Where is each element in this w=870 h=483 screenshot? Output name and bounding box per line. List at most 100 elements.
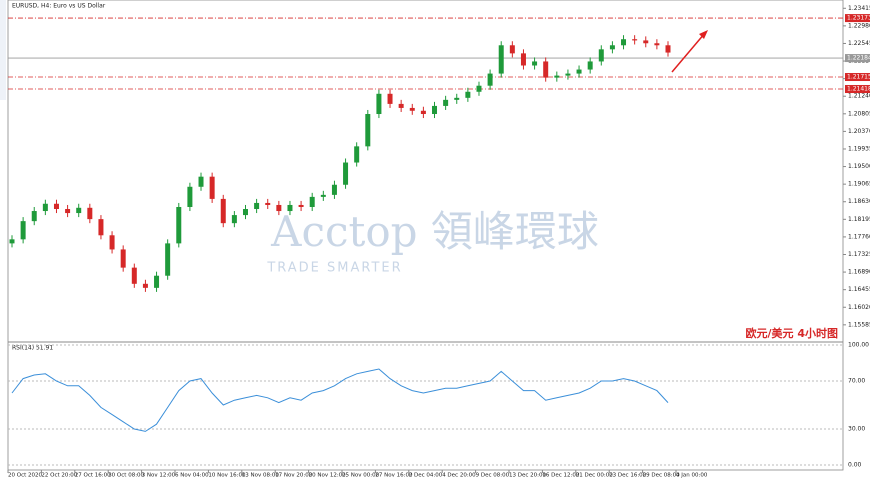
- x-tick-label: 29 Dec 08:00: [643, 473, 680, 479]
- candle-body: [287, 204, 293, 212]
- candle-body: [42, 203, 48, 212]
- candle-body: [443, 99, 449, 106]
- candle-body: [142, 283, 148, 288]
- candle-body: [120, 249, 126, 268]
- y-tick-label: 1.20370: [848, 128, 870, 135]
- candle-body: [131, 267, 137, 284]
- candle-body: [598, 49, 604, 62]
- candle-body: [665, 45, 671, 53]
- candle-body: [632, 39, 638, 41]
- candle-body: [231, 215, 237, 224]
- x-tick-label: 16 Dec 12:00: [542, 473, 579, 479]
- x-tick-label: 20 Nov 12:00: [309, 473, 347, 479]
- candle-body: [609, 45, 615, 50]
- candle-body: [643, 40, 649, 44]
- candle-body: [98, 219, 104, 236]
- candle-body: [9, 239, 15, 244]
- level-box: [845, 54, 870, 63]
- rsi-tick-label: 70.00: [848, 378, 865, 385]
- candle-body: [331, 184, 337, 195]
- rsi-tick-label: 30.00: [848, 426, 865, 433]
- y-tick-label: 1.22980: [848, 22, 870, 29]
- candle-body: [109, 235, 115, 250]
- arrow: [671, 32, 706, 73]
- y-tick-label: 1.22545: [848, 40, 870, 47]
- x-tick-label: 2 Dec 04:00: [409, 473, 443, 479]
- level-box: [845, 73, 870, 82]
- candle-body: [320, 194, 326, 197]
- candle-body: [621, 39, 627, 46]
- x-tick-label: 10 Nov 16:00: [208, 473, 246, 479]
- candle-body: [198, 176, 204, 187]
- candle-body: [420, 110, 426, 115]
- candle-body: [354, 146, 360, 163]
- candle-body: [187, 186, 193, 207]
- candle-body: [409, 107, 415, 111]
- candle-body: [543, 61, 549, 78]
- y-tick-label: 1.16890: [848, 269, 870, 276]
- rsi-line: [11, 368, 669, 432]
- y-tick-label: 1.19935: [848, 145, 870, 152]
- candle-body: [365, 114, 371, 147]
- candle-body: [454, 97, 460, 100]
- watermark-sub: TRADE SMARTER: [266, 261, 402, 276]
- x-tick-label: 9 Dec 08:00: [476, 473, 510, 479]
- candle-body: [154, 275, 160, 288]
- candle-body: [465, 91, 471, 98]
- candle-body: [265, 202, 271, 205]
- candle-body: [87, 207, 93, 220]
- candle-body: [554, 75, 560, 78]
- candle-body: [498, 45, 504, 74]
- y-tick-label: 1.23415: [848, 5, 870, 12]
- level-box: [845, 85, 870, 94]
- level-label: 1.22184: [847, 55, 870, 62]
- chart-title: EURUSD, H4: Euro vs US Dollar: [12, 3, 106, 10]
- x-tick-label: 27 Oct 16:00: [75, 473, 111, 479]
- candle-body: [654, 43, 660, 46]
- candle-body: [476, 85, 482, 92]
- x-tick-label: 3 Nov 12:00: [142, 473, 176, 479]
- watermark: Acctop 領峰環球: [270, 207, 599, 256]
- annotation: 欧元/美元 4小时图: [745, 326, 838, 340]
- y-tick-label: 1.16455: [848, 286, 870, 293]
- y-tick-label: 1.20805: [848, 110, 870, 117]
- candle-body: [20, 221, 26, 240]
- candle-body: [376, 93, 382, 115]
- candle-body: [165, 243, 171, 276]
- y-tick-label: 1.19065: [848, 181, 870, 188]
- y-tick-label: 1.19500: [848, 163, 870, 170]
- level-box: [845, 14, 870, 23]
- level-label: 1.23173: [847, 15, 870, 22]
- x-tick-label: 22 Oct 20:00: [41, 473, 77, 479]
- x-tick-label: 20 Oct 2020: [8, 473, 43, 479]
- x-tick-label: 21 Dec 00:00: [576, 473, 613, 479]
- candle-body: [432, 105, 438, 115]
- candle-body: [565, 73, 571, 76]
- candle-body: [76, 207, 82, 214]
- candle-body: [520, 53, 526, 66]
- x-tick-label: 25 Nov 00:00: [342, 473, 380, 479]
- candle-body: [53, 203, 59, 210]
- x-tick-label: 27 Nov 16:00: [375, 473, 413, 479]
- x-tick-label: 13 Dec 20:00: [509, 473, 546, 479]
- candle-body: [176, 206, 182, 244]
- candle-body: [220, 198, 226, 224]
- y-tick-label: 1.18630: [848, 198, 870, 205]
- x-tick-label: 13 Nov 08:00: [242, 473, 280, 479]
- rsi-title: RSI(14) 51.91: [12, 345, 53, 352]
- frame: [7, 0, 844, 471]
- candle-body: [254, 202, 260, 210]
- x-tick-label: 4 Dec 20:00: [442, 473, 476, 479]
- candle-body: [209, 176, 215, 199]
- x-tick-label: 30 Oct 08:00: [108, 473, 144, 479]
- candle-body: [532, 61, 538, 66]
- candle-body: [309, 196, 315, 207]
- arrow-head: [699, 30, 708, 39]
- candle-body: [487, 73, 493, 86]
- level-label: 1.21715: [847, 74, 870, 81]
- x-tick-label: 6 Nov 04:00: [175, 473, 209, 479]
- candle-body: [343, 162, 349, 185]
- toolbar: [0, 0, 6, 100]
- rsi-tick-label: 0.00: [848, 462, 862, 469]
